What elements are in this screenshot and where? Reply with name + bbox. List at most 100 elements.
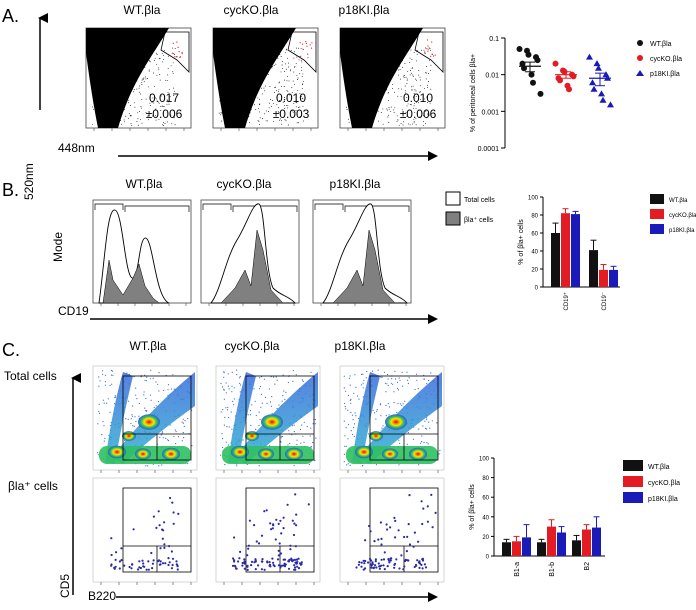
- event-dot: [220, 85, 222, 87]
- event-dot: [148, 47, 150, 49]
- event-dot: [380, 112, 382, 113]
- gate-percent: 0.017: [149, 91, 179, 105]
- category-label: B2: [584, 562, 591, 571]
- event-dot: [287, 75, 288, 77]
- event-dot: [279, 81, 281, 83]
- event-dot: [163, 106, 165, 108]
- bla-event: [279, 552, 283, 555]
- event-dot: [168, 101, 170, 103]
- event-dot: [99, 93, 101, 95]
- density-fan: [228, 372, 256, 464]
- bla-event: [142, 562, 145, 565]
- event-dot: [355, 104, 357, 106]
- bla-event: [163, 546, 166, 550]
- sample-title-c-2: p18KI.βla: [335, 339, 386, 353]
- event-dot: [98, 94, 100, 96]
- event-dot: [120, 96, 122, 98]
- event-dot: [168, 55, 169, 57]
- bla-event: [295, 558, 298, 561]
- event-dot: [419, 91, 421, 93]
- event-dot: [101, 117, 103, 119]
- event-dot: [418, 102, 419, 104]
- event-dot: [97, 423, 99, 425]
- event-dot: [417, 388, 419, 390]
- event-dot: [299, 116, 301, 118]
- event-dot: [107, 71, 109, 73]
- event-dot: [356, 48, 358, 50]
- event-dot: [187, 418, 189, 420]
- event-dot: [254, 400, 256, 402]
- event-dot: [230, 60, 232, 62]
- event-dot: [220, 74, 222, 75]
- gated-event: [307, 57, 309, 59]
- event-dot: [350, 108, 352, 109]
- bla-event: [177, 512, 180, 516]
- event-dot: [361, 98, 363, 100]
- event-dot: [149, 93, 151, 95]
- event-dot: [287, 91, 289, 93]
- bla-event: [147, 560, 150, 563]
- event-dot: [360, 103, 362, 105]
- event-dot: [253, 89, 255, 91]
- event-dot: [258, 388, 261, 390]
- bla-event: [281, 564, 284, 567]
- event-dot: [275, 63, 277, 65]
- event-dot: [361, 109, 362, 110]
- event-dot: [288, 80, 290, 82]
- event-dot: [248, 48, 250, 50]
- bla-event: [114, 558, 117, 562]
- dot-plot-frame: [339, 477, 445, 583]
- event-dot: [136, 398, 138, 400]
- event-dot: [268, 107, 270, 109]
- event-dot: [147, 465, 149, 467]
- event-dot: [128, 76, 130, 78]
- event-dot: [94, 86, 95, 88]
- event-dot: [395, 378, 397, 380]
- event-dot: [253, 65, 255, 67]
- event-dot: [398, 51, 400, 53]
- event-dot: [240, 68, 242, 70]
- event-dot: [243, 95, 245, 97]
- gated-event: [306, 45, 308, 47]
- event-dot: [159, 58, 161, 59]
- event-dot: [365, 377, 367, 379]
- event-dot: [226, 105, 228, 107]
- event-dot: [245, 52, 247, 54]
- event-dot: [277, 56, 279, 58]
- event-dot: [282, 395, 284, 397]
- bar: [589, 250, 598, 287]
- event-dot: [100, 82, 102, 84]
- event-dot: [144, 407, 146, 409]
- event-dot: [138, 49, 140, 51]
- bla-event: [403, 565, 406, 568]
- event-dot: [166, 99, 168, 101]
- event-dot: [119, 75, 120, 77]
- bla-event: [357, 563, 360, 566]
- gated-event: [431, 41, 433, 43]
- event-dot: [423, 374, 425, 376]
- event-dot: [359, 94, 360, 96]
- flow-plot-c-0: [92, 365, 198, 473]
- event-dot: [405, 76, 407, 78]
- event-dot: [370, 73, 372, 75]
- dot-plot-frame: [215, 477, 321, 583]
- bla-event: [243, 567, 246, 570]
- event-dot: [259, 111, 261, 113]
- event-dot: [163, 49, 165, 51]
- bla-event: [257, 564, 260, 567]
- bla-event: [263, 510, 266, 513]
- gated-event: [178, 51, 180, 53]
- bla-event: [254, 560, 257, 563]
- bla-event: [374, 560, 377, 563]
- event-dot: [387, 373, 389, 376]
- event-dot: [169, 95, 171, 97]
- event-dot: [350, 103, 352, 105]
- bla-event: [232, 557, 235, 560]
- event-dot: [365, 109, 367, 111]
- legend-label: p18KI.βla: [650, 71, 680, 78]
- event-dot: [111, 70, 113, 72]
- event-dot: [392, 56, 394, 58]
- event-dot: [255, 52, 256, 54]
- event-dot: [290, 69, 292, 71]
- bla-event: [170, 550, 173, 553]
